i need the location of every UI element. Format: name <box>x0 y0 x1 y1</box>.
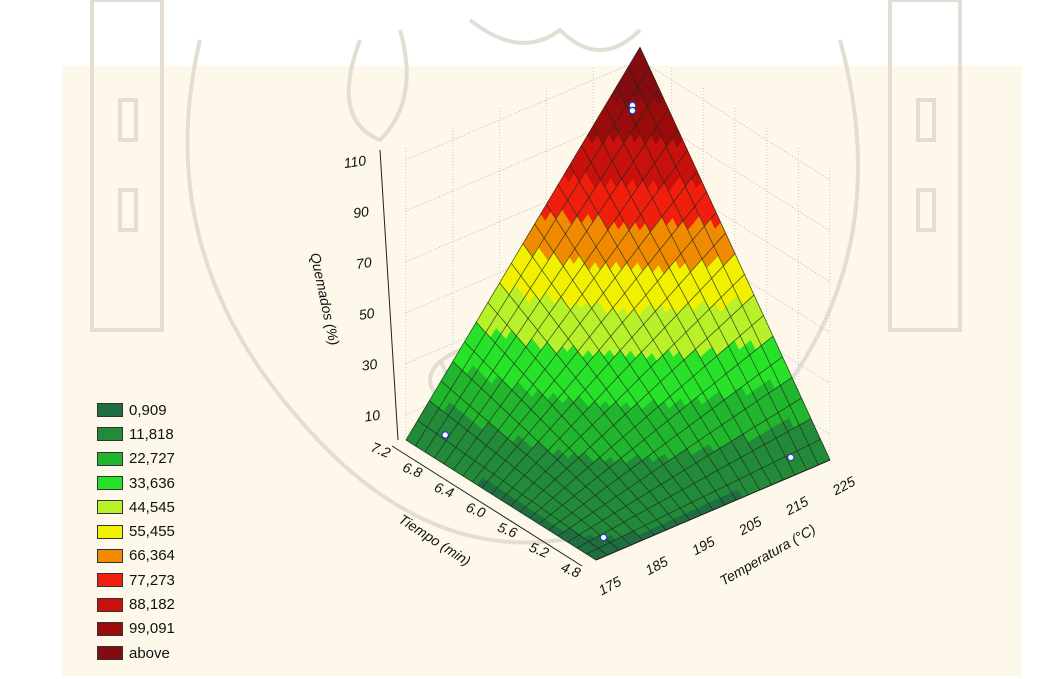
grid-line <box>405 59 641 161</box>
mesh-line <box>567 397 802 543</box>
x-tick-label: 225 <box>829 473 858 499</box>
legend-item: 88,182 <box>97 592 175 616</box>
legend-item: 44,545 <box>97 495 175 519</box>
observed-point <box>599 533 608 542</box>
mesh-line <box>538 335 774 525</box>
legend-item: 11,818 <box>97 422 175 446</box>
mesh-line <box>510 274 745 507</box>
mesh-line <box>586 439 821 555</box>
y-tick-label: 6.8 <box>401 459 425 481</box>
legend-item: 66,364 <box>97 544 175 568</box>
y-axis-line <box>391 445 583 567</box>
z-tick-label: 50 <box>358 305 376 323</box>
mesh-line <box>443 129 679 465</box>
legend-swatch <box>97 646 123 661</box>
legend-label: 55,455 <box>129 523 175 541</box>
mesh-line <box>500 253 736 501</box>
z-tick-label: 110 <box>343 152 368 171</box>
legend-label: 66,364 <box>129 547 175 565</box>
x-tick-label: 185 <box>642 553 670 578</box>
legend-label: 88,182 <box>129 596 175 614</box>
legend-item: 0,909 <box>97 398 175 422</box>
observed-point <box>628 106 637 115</box>
legend-swatch <box>97 524 123 539</box>
legend-label: 33,636 <box>129 474 175 492</box>
legend: 0,909 11,818 22,727 33,636 44,545 55,455 66,36… <box>97 398 175 665</box>
y-tick-label: 6.4 <box>432 479 456 501</box>
legend-swatch <box>97 476 123 491</box>
mesh-line <box>434 108 669 459</box>
z-tick-label: 30 <box>361 356 379 374</box>
mesh-line <box>529 315 764 519</box>
x-tick-label: 205 <box>735 513 764 539</box>
y-axis-title: Tiempo (min) <box>396 511 474 569</box>
mesh-line <box>424 88 660 453</box>
mesh-line <box>462 170 698 477</box>
observed-point <box>441 431 450 439</box>
legend-item: 77,273 <box>97 568 175 592</box>
x-axis-title: Temperatura (°C) <box>717 521 818 589</box>
legend-label: 11,818 <box>129 425 174 443</box>
z-tick-label: 90 <box>352 203 370 221</box>
mesh-line <box>557 377 793 537</box>
y-tick-label: 4.8 <box>559 559 583 581</box>
x-tick-label: 215 <box>782 493 811 519</box>
legend-label: 22,727 <box>129 450 175 468</box>
x-tick-label: 195 <box>689 533 717 558</box>
y-tick-label: 5.2 <box>527 539 551 561</box>
x-tick-label: 175 <box>596 573 624 598</box>
grid-line <box>405 212 641 314</box>
mesh-line <box>576 418 812 549</box>
mesh-line <box>415 67 650 447</box>
legend-swatch <box>97 548 123 563</box>
mesh-line <box>519 294 755 513</box>
grid-line <box>405 161 641 263</box>
legend-swatch <box>97 403 123 418</box>
z-axis-title: Quemados (%) <box>307 251 342 346</box>
y-tick-label: 5.6 <box>496 519 520 541</box>
mesh-line <box>481 212 717 489</box>
mesh-line <box>472 191 707 483</box>
legend-label: 99,091 <box>129 620 175 638</box>
legend-swatch <box>97 427 123 442</box>
x-axis-line <box>595 459 831 561</box>
mesh-line <box>491 232 726 495</box>
mesh-line <box>405 47 641 441</box>
mesh-line <box>548 356 783 531</box>
legend-item: 55,455 <box>97 519 175 543</box>
legend-item: 99,091 <box>97 617 175 641</box>
legend-item: above <box>97 641 175 665</box>
legend-swatch <box>97 500 123 515</box>
legend-swatch <box>97 451 123 466</box>
legend-label: 77,273 <box>129 571 175 589</box>
y-tick-label: 7.2 <box>369 439 393 461</box>
y-tick-label: 6.0 <box>464 499 488 521</box>
legend-item: 33,636 <box>97 471 175 495</box>
observed-points <box>441 101 795 542</box>
response-surface <box>405 46 831 561</box>
legend-swatch <box>97 621 123 636</box>
legend-item: 22,727 <box>97 447 175 471</box>
axes <box>379 149 831 567</box>
grid-line <box>405 110 641 212</box>
z-tick-label: 70 <box>355 254 373 272</box>
legend-label: 44,545 <box>129 498 175 516</box>
legend-label: 0,909 <box>129 401 167 419</box>
z-axis-line <box>379 149 399 441</box>
observed-point <box>786 453 795 462</box>
legend-swatch <box>97 597 123 612</box>
grid-line <box>405 263 641 365</box>
surface-mesh <box>405 47 831 561</box>
mesh-line <box>453 150 688 471</box>
legend-swatch <box>97 573 123 588</box>
z-tick-label: 10 <box>363 407 381 425</box>
legend-label: above <box>129 644 170 662</box>
